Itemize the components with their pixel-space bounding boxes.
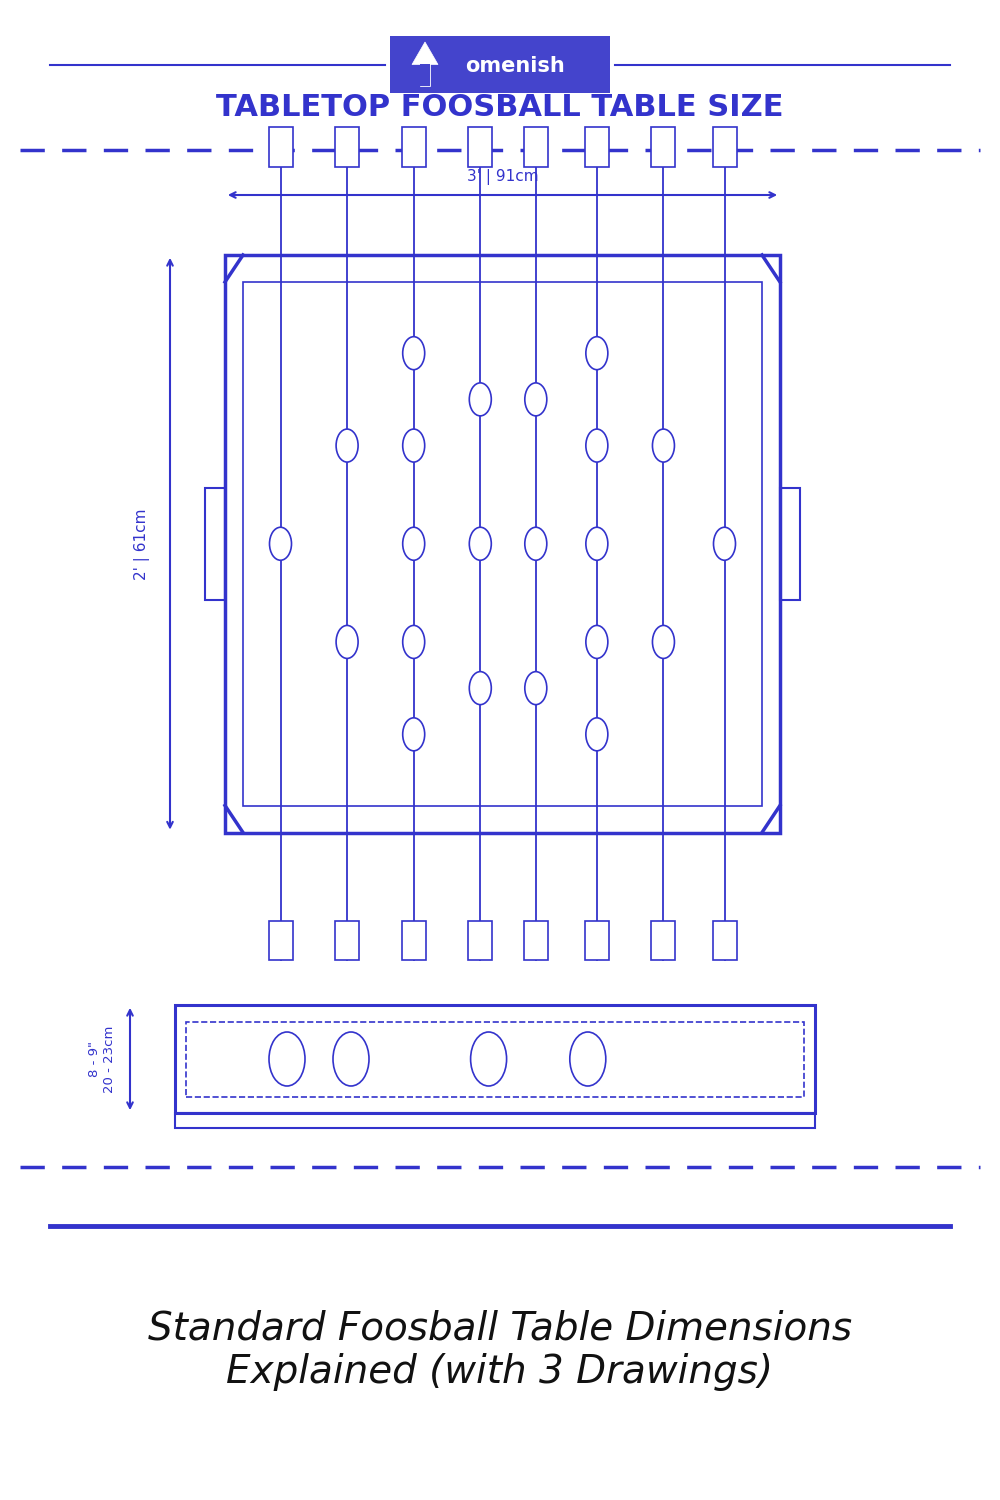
- Text: Standard Foosball Table Dimensions
Explained (with 3 Drawings): Standard Foosball Table Dimensions Expla…: [148, 1310, 852, 1390]
- Bar: [268, 128, 292, 166]
- Bar: [175, 1113, 815, 1128]
- Circle shape: [469, 528, 491, 561]
- Bar: [468, 921, 492, 960]
- Circle shape: [403, 718, 425, 752]
- Circle shape: [586, 528, 608, 561]
- Bar: [205, 488, 225, 600]
- Circle shape: [403, 336, 425, 369]
- Bar: [651, 921, 675, 960]
- Circle shape: [403, 528, 425, 561]
- Bar: [402, 921, 426, 960]
- Circle shape: [525, 528, 547, 561]
- Circle shape: [270, 528, 292, 561]
- Circle shape: [336, 429, 358, 462]
- Circle shape: [525, 382, 547, 416]
- Circle shape: [652, 626, 674, 658]
- Bar: [420, 64, 430, 86]
- Bar: [335, 128, 359, 166]
- Circle shape: [714, 528, 736, 561]
- Bar: [268, 921, 292, 960]
- Text: TABLETOP FOOSBALL TABLE SIZE: TABLETOP FOOSBALL TABLE SIZE: [216, 93, 784, 123]
- Ellipse shape: [269, 1032, 305, 1086]
- Ellipse shape: [471, 1032, 507, 1086]
- Ellipse shape: [570, 1032, 606, 1086]
- Bar: [243, 282, 762, 806]
- Bar: [335, 921, 359, 960]
- Circle shape: [403, 429, 425, 462]
- Bar: [712, 921, 736, 960]
- Circle shape: [586, 718, 608, 752]
- Ellipse shape: [333, 1032, 369, 1086]
- Circle shape: [525, 672, 547, 705]
- Bar: [225, 255, 780, 832]
- Polygon shape: [412, 42, 438, 64]
- Circle shape: [652, 429, 674, 462]
- Bar: [585, 128, 609, 166]
- Bar: [390, 36, 610, 93]
- Circle shape: [586, 429, 608, 462]
- Circle shape: [586, 336, 608, 369]
- Text: omenish: omenish: [465, 56, 565, 76]
- Bar: [780, 488, 800, 600]
- Bar: [402, 128, 426, 166]
- Circle shape: [469, 382, 491, 416]
- Text: 8 - 9"
20 - 23cm: 8 - 9" 20 - 23cm: [88, 1026, 116, 1092]
- Bar: [524, 921, 548, 960]
- Bar: [420, 64, 430, 86]
- Circle shape: [403, 626, 425, 658]
- Circle shape: [469, 672, 491, 705]
- Bar: [468, 128, 492, 166]
- Circle shape: [586, 626, 608, 658]
- Bar: [524, 128, 548, 166]
- Bar: [651, 128, 675, 166]
- Bar: [175, 1005, 815, 1113]
- Circle shape: [336, 626, 358, 658]
- Bar: [585, 921, 609, 960]
- Bar: [712, 128, 736, 166]
- Text: 3' | 91cm: 3' | 91cm: [467, 170, 538, 184]
- Bar: [186, 1022, 804, 1096]
- Text: 2' | 61cm: 2' | 61cm: [134, 509, 150, 579]
